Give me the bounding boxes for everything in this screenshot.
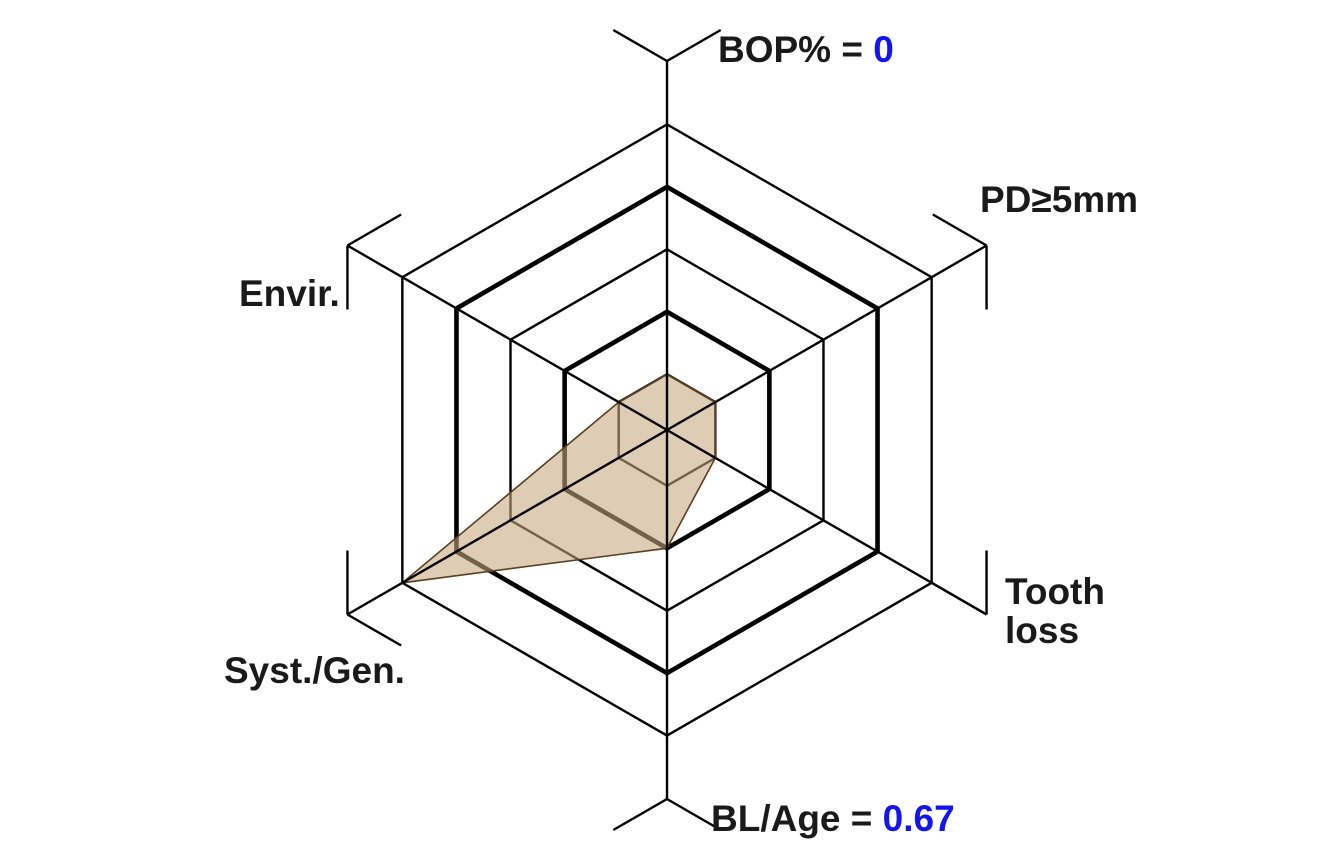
svg-text:Envir.: Envir.: [239, 273, 340, 314]
svg-text:Syst./Gen.: Syst./Gen.: [224, 650, 405, 691]
svg-text:BOP% = 0: BOP% = 0: [718, 29, 894, 70]
svg-text:BL/Age = 0.67: BL/Age = 0.67: [711, 798, 955, 839]
svg-text:PD≥5mm: PD≥5mm: [980, 179, 1138, 220]
svg-text:Tooth: Tooth: [1005, 571, 1105, 612]
svg-text:loss: loss: [1005, 610, 1079, 651]
